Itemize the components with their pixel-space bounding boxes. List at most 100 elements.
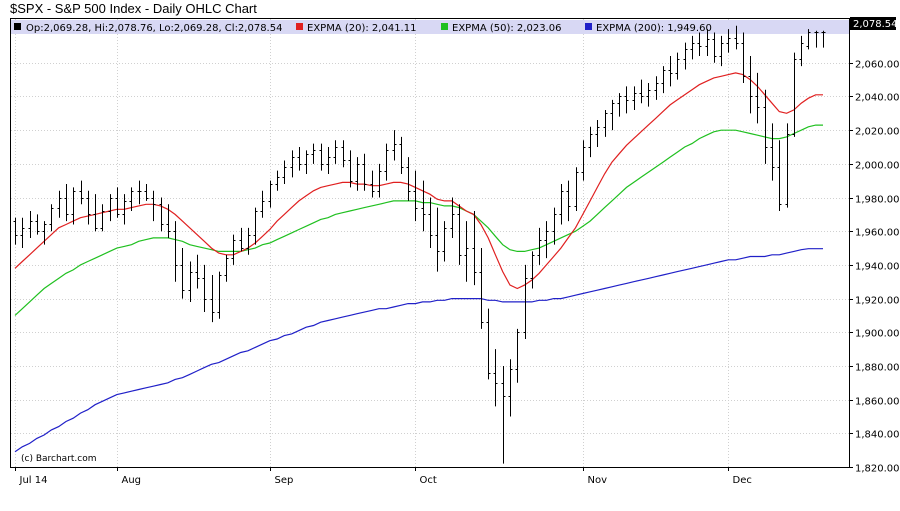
ema50-line xyxy=(14,124,823,316)
ohlc-bar xyxy=(646,83,651,107)
ohlc-bar xyxy=(792,52,797,137)
ohlc-bar xyxy=(137,180,142,205)
ohlc-bar xyxy=(159,197,164,232)
ohlc-bar xyxy=(166,204,171,238)
ohlc-bar xyxy=(442,221,447,262)
credit-text: (c) Barchart.com xyxy=(21,454,97,464)
ohlc-bar xyxy=(392,130,397,161)
ohlc-bar xyxy=(464,221,469,282)
legend-ohlc: Op:2,069.28, Hi:2,078.76, Lo:2,069.28, C… xyxy=(26,23,282,34)
ohlc-bar xyxy=(35,214,40,235)
ohlc-bar xyxy=(202,264,207,313)
x-tick-label: Oct xyxy=(420,475,437,486)
ohlc-bar xyxy=(370,170,375,198)
ohlc-bar xyxy=(690,35,695,60)
ohlc-bar xyxy=(748,56,753,114)
ohlc-bar xyxy=(304,150,309,174)
ohlc-bar xyxy=(268,180,273,208)
ohlc-bar xyxy=(377,163,382,198)
ohlc-bar xyxy=(13,217,18,245)
ohlc-bar xyxy=(144,184,149,201)
ohlc-bar xyxy=(428,197,433,249)
ohlc-bar xyxy=(544,221,549,259)
last-price-box xyxy=(850,17,896,30)
ohlc-bar xyxy=(129,187,134,211)
ohlc-bar xyxy=(661,66,666,94)
ohlc-bar xyxy=(311,143,316,164)
x-axis: Jul 14 Aug Sep Oct Nov Dec xyxy=(15,467,752,486)
ohlc-bar xyxy=(486,308,491,380)
y-tick-label: 2,060.00 xyxy=(855,60,900,71)
ohlc-bar xyxy=(406,157,411,201)
ohlc-bar xyxy=(457,204,462,265)
ohlc-bar xyxy=(399,136,404,174)
ohlc-bar xyxy=(239,227,244,252)
y-tick-label: 1,860.00 xyxy=(855,397,900,408)
ohlc-bar xyxy=(260,190,265,218)
ohlc-bar xyxy=(617,93,622,117)
ohlc-bar xyxy=(413,170,418,222)
ohlc-bar xyxy=(64,184,69,222)
ohlc-bar xyxy=(537,227,542,265)
ohlc-bar xyxy=(719,35,724,67)
ohlc-bar xyxy=(231,234,236,265)
y-tick-label: 2,020.00 xyxy=(855,127,900,138)
legend-bar xyxy=(11,20,849,34)
ohlc-bar xyxy=(523,264,528,339)
ohlc-bar xyxy=(319,143,324,171)
y-tick-label: 1,820.00 xyxy=(855,464,900,475)
ohlc-bar xyxy=(224,254,229,282)
legend-ema20: EXPMA (20): 2,041.11 xyxy=(307,23,416,34)
ohlc-bar xyxy=(355,157,360,191)
ohlc-bars xyxy=(13,25,826,464)
ema50-series xyxy=(14,124,823,316)
ohlc-bar xyxy=(552,207,557,245)
plot-frame xyxy=(10,18,850,468)
ohlc-bar xyxy=(326,147,331,174)
ohlc-bar xyxy=(151,190,156,222)
ohlc-bar xyxy=(450,197,455,238)
y-tick-label: 2,000.00 xyxy=(855,161,900,172)
ohlc-bar xyxy=(253,207,258,245)
ohlc-bar xyxy=(603,109,608,137)
x-tick-label: Aug xyxy=(122,475,142,486)
ohlc-bar xyxy=(814,30,819,48)
x-tick-label: Jul 14 xyxy=(19,475,48,486)
ohlc-bar xyxy=(195,254,200,289)
x-tick-label: Sep xyxy=(275,475,294,486)
ohlc-bar xyxy=(712,32,717,63)
ohlc-bar xyxy=(668,56,673,87)
ohlc-bar xyxy=(799,35,804,67)
ohlc-bar xyxy=(530,251,535,289)
ohlc-bar xyxy=(741,32,746,83)
ohlc-bar xyxy=(115,187,120,218)
legend-swatch-ema20 xyxy=(296,23,303,30)
chart-title: $SPX - S&P 500 Index - Daily OHLC Chart xyxy=(10,1,257,16)
ohlc-bar xyxy=(734,25,739,50)
ohlc-bar xyxy=(770,123,775,181)
ohlc-bar xyxy=(217,271,222,319)
ohlc-bar xyxy=(508,359,513,417)
ohlc-bar xyxy=(675,52,680,80)
ohlc-bar xyxy=(79,180,84,205)
ohlc-bar xyxy=(755,72,760,124)
ohlc-bar xyxy=(384,143,389,181)
ohlc-bar xyxy=(49,204,54,232)
ohlc-bar xyxy=(341,140,346,168)
y-tick-label: 1,880.00 xyxy=(855,363,900,374)
legend: Op:2,069.28, Hi:2,078.76, Lo:2,069.28, C… xyxy=(14,23,712,34)
x-tick-label: Nov xyxy=(588,475,608,486)
ohlc-bar xyxy=(246,227,251,255)
y-tick-label: 1,960.00 xyxy=(855,228,900,239)
ohlc-bar xyxy=(435,207,440,272)
ohlc-bar xyxy=(421,180,426,232)
ohlc-bar xyxy=(559,184,564,225)
ohlc-bar xyxy=(108,194,113,222)
ohlc-bar xyxy=(173,221,178,282)
ohlc-bar xyxy=(472,211,477,286)
x-tick-label: Dec xyxy=(733,475,752,486)
ohlc-bar xyxy=(42,221,47,245)
ohlc-bar xyxy=(479,248,484,329)
y-tick-label: 2,040.00 xyxy=(855,93,900,104)
